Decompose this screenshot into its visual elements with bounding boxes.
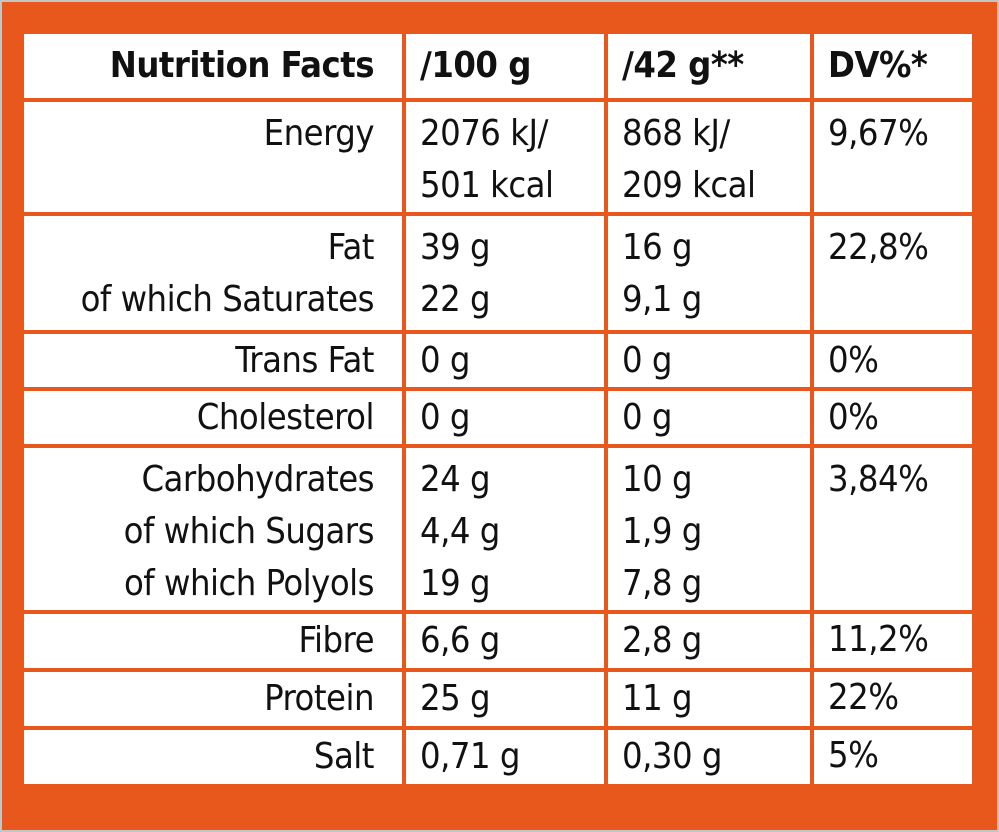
label-cell: Protein — [20, 668, 406, 730]
value-line: 39 g — [420, 227, 491, 268]
value-line: 24 g — [420, 459, 491, 500]
nutrient-name: Protein — [264, 678, 374, 719]
per-serving-cell: 0,30 g — [604, 726, 814, 788]
nutrient-name: Carbohydrates — [141, 459, 374, 500]
value-line: 1,9 g — [622, 511, 702, 552]
value-line: 0 g — [622, 339, 672, 381]
nutrient-name: Fibre — [298, 620, 374, 661]
value-line: 209 kcal — [622, 165, 756, 206]
value-line: 11 g — [622, 678, 693, 719]
dv-cell: 3,84% — [810, 444, 976, 614]
value-line: 7,8 g — [622, 563, 702, 604]
nutrient-subname: of which Polyols — [123, 563, 375, 604]
per100-cell: 25 g — [402, 668, 608, 730]
per-serving-cell: 868 kJ/ 209 kcal — [604, 98, 814, 216]
nutrient-subname: of which Saturates — [80, 279, 375, 320]
label-cell: Carbohydrates of which Sugars of which P… — [20, 444, 406, 614]
row-protein: Protein 25 g 11 g 22% — [20, 668, 976, 730]
per-serving-cell: 11 g — [604, 668, 814, 730]
label-cell: Salt — [20, 726, 406, 788]
dv-cell: 22% — [810, 668, 976, 730]
value-line: 2076 kJ/ — [420, 113, 548, 154]
dv-cell: 0% — [810, 330, 976, 391]
nutrient-name: Salt — [313, 736, 375, 777]
row-salt: Salt 0,71 g 0,30 g 5% — [20, 726, 976, 788]
dv-cell: 11,2% — [810, 610, 976, 672]
value-line: 19 g — [420, 563, 491, 604]
per100-cell: 0,71 g — [402, 726, 608, 788]
value-line: 0,71 g — [420, 736, 520, 777]
row-fat: Fat of which Saturates 39 g 22 g 16 g 9,… — [20, 212, 976, 334]
per-serving-cell: 0 g — [604, 330, 814, 391]
dv-cell: 22,8% — [810, 212, 976, 334]
dv-cell: 0% — [810, 387, 976, 448]
value-line: 16 g — [622, 227, 693, 268]
per-serving-cell: 16 g 9,1 g — [604, 212, 814, 334]
value-line: 4,4 g — [420, 511, 500, 552]
row-energy: Energy 2076 kJ/ 501 kcal 868 kJ/ 209 kca… — [20, 98, 976, 216]
value-line: 9,1 g — [622, 279, 702, 320]
label-cell: Fat of which Saturates — [20, 212, 406, 334]
value-line: 0 g — [420, 339, 470, 381]
value-line: 22 g — [420, 279, 491, 320]
per100-cell: 0 g — [402, 330, 608, 391]
value-line: 25 g — [420, 678, 491, 719]
per100-cell: 39 g 22 g — [402, 212, 608, 334]
nutrition-table: Nutrition Facts /100 g /42 g** DV%* Ener… — [20, 30, 976, 788]
per100-cell: 0 g — [402, 387, 608, 448]
row-trans-fat: Trans Fat 0 g 0 g 0% — [20, 330, 976, 391]
value-line: 2,8 g — [622, 620, 702, 661]
header-daily-value: DV%* — [810, 30, 976, 102]
value-line: 0,30 g — [622, 736, 722, 777]
value-line: 501 kcal — [420, 165, 554, 206]
dv-cell: 5% — [810, 726, 976, 788]
nutrient-subname: of which Sugars — [123, 511, 375, 552]
per100-cell: 2076 kJ/ 501 kcal — [402, 98, 608, 216]
value-line: 10 g — [622, 459, 693, 500]
header-per-serving: /42 g** — [604, 30, 814, 102]
value-line: 0 g — [622, 396, 672, 438]
label-cell: Cholesterol — [20, 387, 406, 448]
header-row: Nutrition Facts /100 g /42 g** DV%* — [20, 30, 976, 102]
label-cell: Trans Fat — [20, 330, 406, 391]
nutrient-name: Cholesterol — [196, 396, 375, 438]
per100-cell: 24 g 4,4 g 19 g — [402, 444, 608, 614]
row-carbohydrates: Carbohydrates of which Sugars of which P… — [20, 444, 976, 614]
per100-cell: 6,6 g — [402, 610, 608, 672]
value-line: 868 kJ/ — [622, 113, 730, 154]
per-serving-cell: 2,8 g — [604, 610, 814, 672]
dv-cell: 9,67% — [810, 98, 976, 216]
row-fibre: Fibre 6,6 g 2,8 g 11,2% — [20, 610, 976, 672]
nutrient-name: Energy — [263, 113, 375, 154]
header-nutrition-facts: Nutrition Facts — [20, 30, 406, 102]
nutrient-name: Trans Fat — [235, 339, 374, 381]
per-serving-cell: 0 g — [604, 387, 814, 448]
value-line: 6,6 g — [420, 620, 500, 661]
header-per-100g: /100 g — [402, 30, 608, 102]
per-serving-cell: 10 g 1,9 g 7,8 g — [604, 444, 814, 614]
row-cholesterol: Cholesterol 0 g 0 g 0% — [20, 387, 976, 448]
nutrient-name: Fat — [327, 227, 375, 268]
label-cell: Energy — [20, 98, 406, 216]
label-cell: Fibre — [20, 610, 406, 672]
value-line: 0 g — [420, 396, 470, 438]
